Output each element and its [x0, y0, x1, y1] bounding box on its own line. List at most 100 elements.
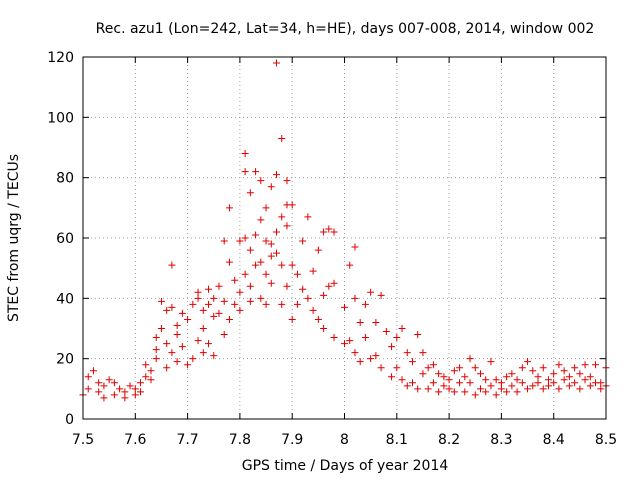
data-point: [267, 252, 275, 260]
x-tick-label: 7.6: [124, 432, 146, 448]
data-point: [273, 228, 281, 236]
data-point: [377, 364, 385, 372]
data-point: [320, 228, 328, 236]
data-point: [210, 294, 218, 302]
data-point: [95, 388, 103, 396]
data-point: [597, 385, 605, 393]
data-point: [184, 361, 192, 369]
y-axis-label: STEC from uqrg / TECUs: [6, 154, 22, 322]
data-point: [482, 388, 490, 396]
data-point: [476, 370, 484, 378]
data-point: [487, 382, 495, 390]
data-point: [288, 261, 296, 269]
data-point: [351, 243, 359, 251]
data-point: [571, 364, 579, 372]
data-point: [356, 318, 364, 326]
data-point: [435, 388, 443, 396]
data-point: [137, 379, 145, 387]
data-point: [142, 373, 150, 381]
y-tick-label: 0: [65, 412, 74, 428]
x-tick-label: 7.5: [72, 432, 94, 448]
data-point: [445, 385, 453, 393]
data-point: [246, 246, 254, 254]
data-point: [189, 300, 197, 308]
data-point: [163, 364, 171, 372]
data-point: [461, 373, 469, 381]
data-point: [168, 261, 176, 269]
data-point: [466, 379, 474, 387]
data-point: [529, 367, 537, 375]
data-point: [194, 337, 202, 345]
data-point: [586, 382, 594, 390]
data-point: [419, 349, 427, 357]
data-point: [147, 367, 155, 375]
data-point: [461, 388, 469, 396]
x-tick-label: 7.8: [229, 432, 251, 448]
data-point: [157, 325, 165, 332]
data-point: [241, 234, 249, 242]
data-point: [246, 189, 254, 197]
data-point: [403, 382, 411, 390]
data-point: [398, 325, 406, 332]
data-point: [225, 258, 233, 266]
data-point: [142, 361, 150, 369]
data-point: [116, 385, 124, 393]
data-point: [565, 382, 573, 390]
data-point: [220, 297, 228, 305]
data-point: [351, 349, 359, 357]
data-point: [267, 183, 275, 191]
data-point: [309, 306, 317, 314]
data-point: [518, 379, 526, 387]
data-point: [450, 388, 458, 396]
data-point: [131, 385, 139, 393]
data-point: [503, 373, 511, 381]
data-point: [382, 328, 390, 336]
data-point: [508, 382, 516, 390]
y-tick-label: 40: [56, 291, 74, 307]
data-point: [236, 288, 244, 296]
data-point: [257, 177, 265, 185]
data-point: [194, 288, 202, 296]
data-point: [283, 282, 291, 290]
data-point: [393, 334, 401, 342]
data-point: [456, 364, 464, 372]
data-point: [555, 385, 563, 393]
data-point: [252, 261, 260, 269]
data-point: [367, 355, 375, 363]
data-point: [471, 364, 479, 372]
data-point: [314, 315, 322, 323]
data-point: [424, 385, 432, 393]
data-point: [550, 370, 558, 378]
data-point: [330, 334, 338, 342]
data-point: [273, 249, 281, 257]
data-point: [89, 367, 97, 375]
data-point: [178, 309, 186, 317]
data-point: [414, 331, 422, 339]
data-point: [231, 300, 239, 308]
data-point: [273, 59, 281, 67]
x-tick-label: 7.7: [176, 432, 198, 448]
data-point: [581, 376, 589, 384]
y-tick-label: 20: [56, 352, 74, 368]
data-point: [555, 361, 563, 369]
data-point: [273, 171, 281, 179]
data-point: [199, 325, 207, 332]
data-point: [325, 282, 333, 290]
data-point: [184, 315, 192, 323]
data-point: [210, 312, 218, 320]
data-point: [257, 294, 265, 302]
data-point: [429, 379, 437, 387]
data-point: [403, 349, 411, 357]
data-point: [304, 213, 312, 221]
data-point: [147, 376, 155, 384]
data-point: [173, 358, 181, 366]
data-point: [278, 300, 286, 308]
data-point: [550, 379, 558, 387]
data-point: [388, 373, 396, 381]
data-point: [586, 373, 594, 381]
data-point: [152, 346, 160, 354]
y-tick-label: 100: [47, 110, 74, 126]
data-point: [220, 237, 228, 245]
data-point: [398, 376, 406, 384]
data-point: [84, 385, 92, 393]
